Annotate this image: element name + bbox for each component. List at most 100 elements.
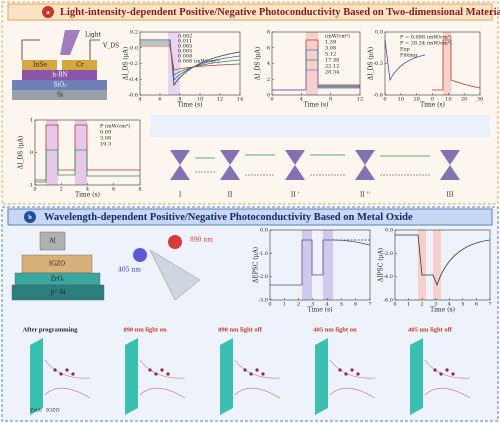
state-label: 890 nm light on [123,326,167,333]
laser-405 [133,248,147,262]
x-tick-label: 6 [112,187,115,193]
band-label: I [179,192,182,199]
band-curve [329,359,376,399]
legend-entry: 0.065 [178,44,192,50]
legend-entry: 0.002 [178,34,192,40]
slab-label: IGZO [46,408,60,414]
panel-a-header [7,3,493,21]
legend-entry: P (mW/cm²) [100,123,130,130]
carrier [59,372,63,376]
y-tick-label: 4 [267,61,270,67]
panel-letter: a [46,9,50,16]
laser-label: 405 nm [118,267,141,274]
y-tick-label: -1 [28,183,33,189]
panel-letter: b [28,214,32,221]
legend-entry: Fitting [400,53,418,59]
y-tick-label: 0.0 [260,228,268,234]
x-tick-label: 3 [434,302,437,308]
x-tick-label: 8 [138,187,141,193]
y-tick-label: 2 [267,77,270,83]
y-tick-label: -3.0 [258,298,268,304]
slab [125,338,138,415]
device-label: p⁺-Si [50,289,65,296]
y-tick-label: 6 [267,45,270,51]
x-tick-label: 1 [407,302,410,308]
x-tick-label: 7 [368,302,371,308]
band-curve [234,359,281,399]
carrier [344,372,348,376]
y-tick-label: 1 [30,118,33,124]
device-label: SiO₂ [53,82,67,89]
y-tick-label: -2.0 [258,274,268,280]
band-curve [139,359,186,399]
x-tick-label: 3 [311,302,314,308]
x-tick-label: 10 [398,97,404,103]
y-tick-label: 0.0 [375,30,383,36]
x-tick-label: 4 [300,97,303,103]
x-tick-label: 0 [383,97,386,103]
laser-label: 890 nm [190,237,213,244]
legend-entry: 0.008 [178,54,192,60]
y-tick-label: 0.0 [130,45,138,51]
x-tick-label: 10 [197,97,203,103]
legend-entry: 28.34 [325,70,339,76]
x-tick-label: 4 [138,97,141,103]
x-tick-label: 2 [297,302,300,308]
y-axis-label: ΔI_DS (μA) [123,47,130,80]
carrier [433,368,437,372]
y-axis-label: ΔI_DS (μA) [18,136,25,169]
y-tick-label: 0 [267,93,270,99]
plot-frame [394,229,491,301]
y-tick-label: -2.0 [383,251,393,257]
x-tick-label: 20 [461,97,467,103]
legend-entry: 5.12 [325,52,336,58]
x-tick-label: 6 [158,97,161,103]
x-tick-label: 0 [268,302,271,308]
y-axis-label: ΔIPSC (μA) [378,248,385,282]
legend-entry: 0.006 (mW/cm²) [178,58,219,65]
x-tick-label: 8 [329,97,332,103]
x-tick-label: 10 [445,97,451,103]
letter-badge [42,6,54,18]
band-curve [44,359,91,399]
device-layer [11,284,105,301]
x-tick-label: 12 [217,97,223,103]
y-tick-label: -0.3 [373,61,383,67]
slab [220,338,233,415]
device-label: V_DS [102,43,119,50]
x-axis-label: Time (s) [75,192,100,199]
laser-890 [168,235,182,249]
x-tick-label: 12 [357,97,363,103]
carrier [65,368,69,372]
carrier [160,368,164,372]
legend-entry: Exp [400,47,410,53]
state-label: 405 nm light off [408,326,453,333]
carrier [261,372,265,376]
device-label: ZrO₂ [50,276,65,283]
x-tick-label: 6 [354,302,357,308]
y-tick-label: -4.0 [383,274,393,280]
y-axis-label: ΔI_DS (μA) [368,47,375,80]
y-tick-label: 8 [267,30,270,36]
x-tick-label: 2 [421,302,424,308]
band-label: II ' [291,192,300,199]
x-axis-label: Time (s) [178,102,203,109]
x-tick-label: 0 [33,187,36,193]
device-a [12,30,107,100]
carrier [166,372,170,376]
x-tick-label: 5 [461,302,464,308]
legend-entry: 0.005 [178,49,192,55]
x-tick-label: 4 [448,302,451,308]
carrier [439,372,443,376]
slab [410,338,423,415]
legend-entry: 3.08 [100,136,111,142]
band-label: II '' [360,192,370,199]
legend-entry: 3.08 [325,46,336,52]
x-tick-label: 30 [477,97,483,103]
letter-badge [24,211,36,223]
x-tick-label: 4 [86,187,89,193]
legend-entry: P = 28.34 (mW/cm²) [400,40,452,47]
band-diagrams [150,115,490,180]
carrier [356,372,360,376]
